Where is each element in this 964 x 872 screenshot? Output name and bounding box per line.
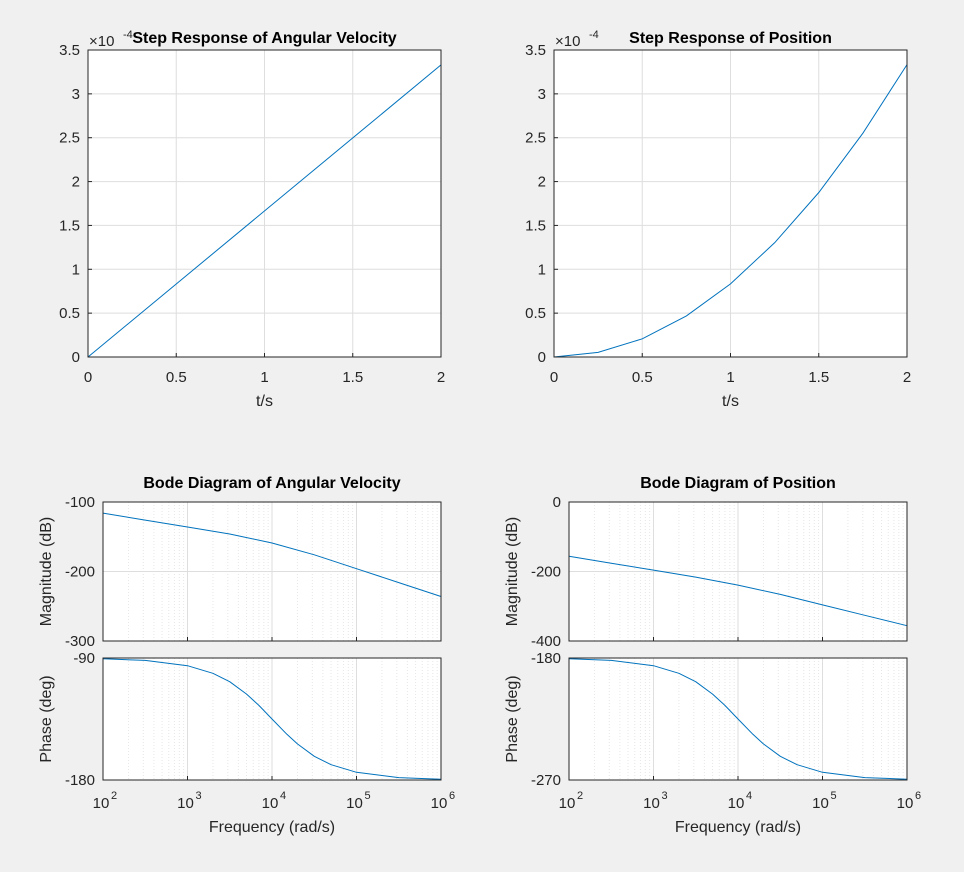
magnitude-y-tick-label: 0: [553, 494, 561, 511]
subplot-step-position: 0 0.5 1 1.5 2 0 0.5 1 1.5 2 2.5 3 3.5 ×10 -4 Step Respo…: [525, 29, 911, 410]
x-tick-label: 2: [437, 369, 445, 386]
chart-title: Step Response of Position: [629, 30, 832, 47]
phase-y-axis-label: Phase (deg): [504, 675, 521, 762]
x-tick-label-base: 10: [346, 795, 363, 812]
x-tick-label: 1.5: [342, 369, 363, 386]
subplot-step-velocity: 0 0.5 1 1.5 2 0 0.5 1 1.5 2 2.5 3 3.5 ×10 -4 Step Respo…: [59, 29, 445, 410]
x-tick-label: 0.5: [632, 369, 653, 386]
magnitude-y-tick-label: -300: [65, 633, 95, 650]
x-tick-label-base: 10: [559, 795, 576, 812]
phase-axes-frame: [102, 657, 442, 781]
x-tick-label-base: 10: [431, 795, 448, 812]
x-tick-label-exponent: 4: [280, 790, 286, 802]
magnitude-y-axis-label: Magnitude (dB): [504, 517, 521, 626]
y-tick-label: 2.5: [525, 130, 546, 147]
y-tick-label: 3: [538, 86, 546, 103]
y-tick-label: 3.5: [59, 42, 80, 59]
x-tick-label-exponent: 5: [365, 790, 371, 802]
x-tick-label: 0: [550, 369, 558, 386]
y-tick-label: 0: [72, 349, 80, 366]
x-tick-label-exponent: 3: [196, 790, 202, 802]
magnitude-y-axis-label: Magnitude (dB): [38, 517, 55, 626]
x-tick-label-exponent: 3: [662, 790, 668, 802]
x-tick-label-exponent: 6: [449, 790, 455, 802]
x-tick-label-base: 10: [728, 795, 745, 812]
magnitude-y-tick-label: -100: [65, 494, 95, 511]
phase-y-tick-label: -180: [65, 772, 95, 789]
x-tick-label: 2: [903, 369, 911, 386]
phase-axes-frame: [568, 657, 908, 781]
chart-title: Step Response of Angular Velocity: [132, 30, 396, 47]
y-tick-label: 2.5: [59, 130, 80, 147]
phase-y-tick-label: -270: [531, 772, 561, 789]
magnitude-axes-frame: [102, 501, 442, 642]
x-tick-label-base: 10: [262, 795, 279, 812]
y-exponent-power: -4: [123, 29, 133, 41]
magnitude-y-tick-label: -200: [531, 564, 561, 581]
x-axis-label: Frequency (rad/s): [675, 819, 801, 836]
y-tick-label: 0.5: [525, 305, 546, 322]
x-tick-label-exponent: 5: [831, 790, 837, 802]
x-tick-label-base: 10: [643, 795, 660, 812]
phase-series-line: [102, 658, 442, 780]
y-tick-label: 1.5: [525, 217, 546, 234]
phase-series-line: [568, 658, 908, 780]
subplot-bode-position: 0 -200 -400 Magnitude (dB) -180 -270 Phase (de…: [504, 475, 921, 836]
y-exponent-power: -4: [589, 29, 599, 41]
y-tick-label: 1: [72, 261, 80, 278]
x-tick-label: 1: [260, 369, 268, 386]
y-exponent-base: ×10: [555, 33, 580, 50]
x-axis-label: t/s: [722, 393, 739, 410]
x-tick-label-exponent: 2: [577, 790, 583, 802]
magnitude-y-tick-label: -200: [65, 564, 95, 581]
phase-y-tick-label: -180: [531, 650, 561, 667]
y-exponent-base: ×10: [89, 33, 114, 50]
x-tick-label-base: 10: [93, 795, 110, 812]
y-tick-label: 2: [72, 174, 80, 191]
subplot-bode-velocity: -100 -200 -300 Magnitude (dB) -90 -180 Phase (…: [38, 475, 455, 836]
magnitude-series-line: [102, 512, 442, 597]
magnitude-series-line: [568, 555, 908, 627]
chart-title: Bode Diagram of Position: [640, 475, 836, 492]
series-line: [553, 64, 908, 358]
x-tick-label: 1: [726, 369, 734, 386]
y-tick-label: 0.5: [59, 305, 80, 322]
x-tick-label-exponent: 6: [915, 790, 921, 802]
axes-frame: [553, 49, 908, 358]
y-tick-label: 3.5: [525, 42, 546, 59]
x-tick-label-base: 10: [812, 795, 829, 812]
axes-frame: [87, 49, 442, 358]
y-tick-label: 3: [72, 86, 80, 103]
x-axis-label: Frequency (rad/s): [209, 819, 335, 836]
x-tick-label-base: 10: [177, 795, 194, 812]
x-tick-label-exponent: 4: [746, 790, 752, 802]
chart-title: Bode Diagram of Angular Velocity: [143, 475, 400, 492]
magnitude-y-tick-label: -400: [531, 633, 561, 650]
y-tick-label: 2: [538, 174, 546, 191]
phase-y-tick-label: -90: [73, 650, 95, 667]
subplot-grid: 0 0.5 1 1.5 200.511.522.533.5×10 -4 Step Respo…: [38, 29, 921, 836]
x-tick-label: 0: [84, 369, 92, 386]
y-tick-label: 1.5: [59, 217, 80, 234]
phase-y-axis-label: Phase (deg): [38, 675, 55, 762]
x-tick-label-base: 10: [897, 795, 914, 812]
x-axis-label: t/s: [256, 393, 273, 410]
x-tick-label-exponent: 2: [111, 790, 117, 802]
x-tick-label: 1.5: [808, 369, 829, 386]
x-tick-label: 0.5: [166, 369, 187, 386]
y-tick-label: 0: [538, 349, 546, 366]
y-tick-label: 1: [538, 261, 546, 278]
magnitude-axes-frame: [568, 501, 908, 642]
series-line: [87, 64, 442, 358]
